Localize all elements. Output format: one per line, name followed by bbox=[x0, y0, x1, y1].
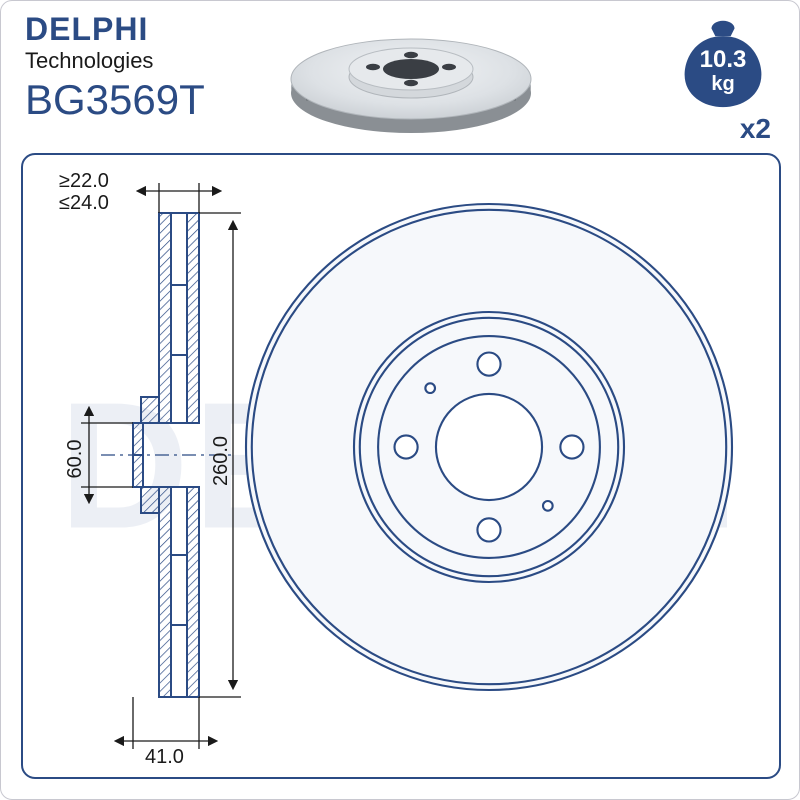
brand-subtitle: Technologies bbox=[25, 48, 205, 74]
dim-thickness-max: ≤24.0 bbox=[59, 192, 109, 214]
weight-value: 10.3 kg bbox=[675, 47, 771, 95]
dim-hub-offset: 41.0 bbox=[145, 746, 184, 765]
dim-outer-diameter: 260.0 bbox=[210, 436, 232, 486]
part-number: BG3569T bbox=[25, 76, 205, 124]
product-render bbox=[261, 7, 561, 147]
header: DELPHI Technologies BG3569T bbox=[1, 1, 799, 151]
brand-block: DELPHI Technologies BG3569T bbox=[25, 11, 205, 124]
dim-thickness-min: ≥22.0 bbox=[59, 170, 109, 192]
disc-side-view: ≥22.0 ≤24.0 260.0 60.0 41.0 bbox=[41, 165, 261, 765]
product-sheet: DELPHI Technologies BG3569T bbox=[0, 0, 800, 800]
technical-diagram: DELPHI bbox=[21, 153, 781, 779]
dim-hub-diameter: 60.0 bbox=[64, 440, 86, 479]
quantity-label: x2 bbox=[740, 113, 771, 145]
brand-name: DELPHI bbox=[25, 11, 205, 48]
disc-front-view bbox=[219, 177, 759, 717]
weight-badge: 10.3 kg bbox=[675, 15, 771, 111]
